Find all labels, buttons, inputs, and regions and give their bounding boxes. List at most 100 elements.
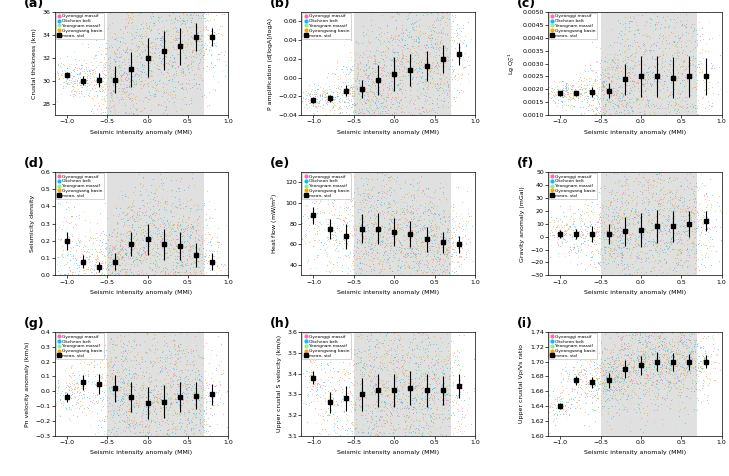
Point [627,368,639,376]
Point [320,95,332,103]
Point [369,99,381,106]
Point [664,263,676,270]
Point [674,204,686,211]
Point [178,388,190,396]
Point [362,53,374,61]
Point [628,382,639,390]
Point [379,38,391,46]
Point [398,66,410,73]
Point [431,10,443,17]
Point [200,268,212,276]
Point [295,97,307,104]
Point [459,427,470,435]
Point [343,384,354,391]
Point [580,251,592,259]
Point [644,67,655,75]
Point [607,253,618,260]
Point [163,396,174,403]
Point [176,20,188,27]
Point [634,60,645,68]
Point [434,40,445,48]
Point [655,78,666,85]
Point [666,83,678,91]
Point [430,45,442,53]
Point [300,87,311,95]
Point [409,359,421,367]
Point [599,205,611,212]
Point [697,211,709,219]
Point [612,348,623,356]
Point [435,44,447,52]
Point [607,231,619,238]
Point [617,65,629,72]
Point [675,248,687,256]
Point [408,193,420,200]
Point [187,181,199,189]
Point [609,342,620,350]
Point [395,398,407,406]
Point [166,382,178,389]
Point [648,177,660,185]
Point [102,247,114,254]
Point [157,261,168,269]
Point [114,65,126,73]
Point [434,250,446,258]
Point [125,235,137,243]
Point [376,237,388,244]
Point [639,365,651,372]
Point [384,223,396,230]
Point [373,387,385,395]
Point [586,371,598,379]
Point [198,33,210,40]
Point [413,53,424,60]
Point [466,223,477,230]
Point [343,401,355,409]
Point [155,215,166,222]
Point [431,109,443,117]
Point [439,382,451,389]
Point [392,56,404,64]
Point [605,78,617,86]
Point [370,343,381,350]
Point [376,406,388,414]
Point [381,416,392,424]
Point [676,351,687,358]
Point [608,357,620,365]
Point [548,85,560,93]
Point [113,256,125,263]
Point [148,360,160,367]
Point [645,342,657,350]
Point [161,429,173,437]
Point [354,81,365,89]
Point [692,186,703,193]
Point [602,90,614,98]
Point [156,218,168,226]
Point [191,46,203,54]
Point [371,169,383,177]
Point [355,237,367,244]
Point [378,380,389,387]
Point [611,237,623,244]
Point [114,428,125,436]
Point [314,245,326,253]
Point [339,237,351,245]
Point [585,232,596,240]
Point [544,403,555,410]
Point [149,49,161,57]
Point [683,366,695,373]
Point [128,110,139,118]
Point [133,211,145,219]
Point [397,363,408,370]
Point [692,406,703,414]
Point [89,377,101,385]
Point [141,258,152,266]
Point [362,26,373,33]
Point [214,377,225,385]
Point [373,344,385,352]
Point [131,261,143,269]
Point [591,364,603,371]
Point [180,194,192,202]
Point [192,353,204,361]
Point [163,233,174,240]
Point [677,53,688,60]
